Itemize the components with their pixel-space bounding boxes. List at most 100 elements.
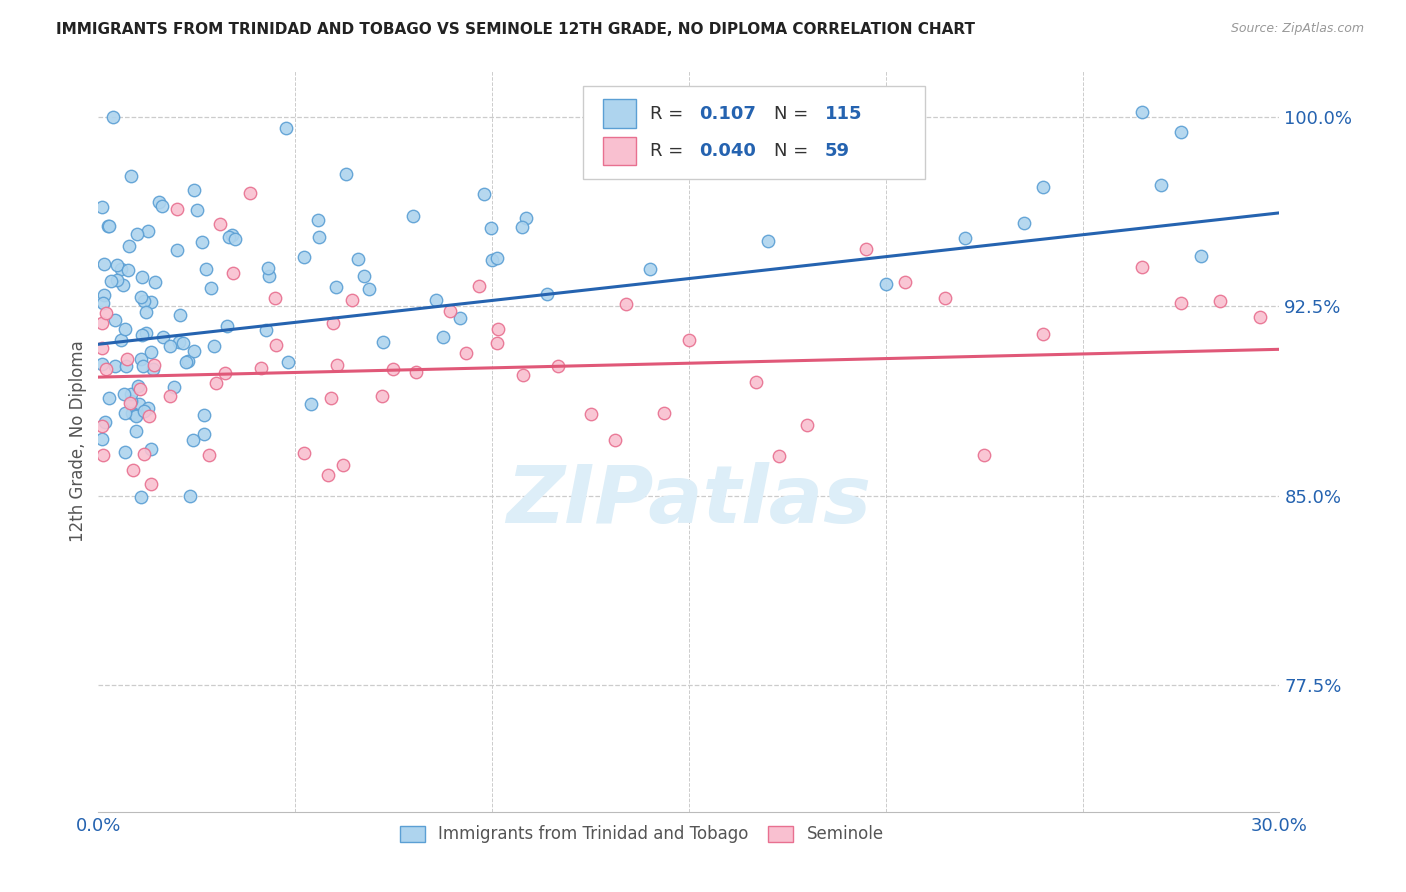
Point	[481, 252, 503, 267]
Point	[214, 366, 236, 380]
Point	[179, 489, 201, 503]
Point	[97, 219, 120, 233]
FancyBboxPatch shape	[603, 136, 636, 165]
Point	[131, 327, 153, 342]
Point	[125, 409, 148, 423]
Point	[94, 415, 117, 429]
Point	[614, 296, 637, 310]
Point	[202, 339, 225, 353]
Point	[325, 280, 347, 294]
Point	[953, 231, 976, 245]
Point	[325, 359, 347, 373]
Point	[159, 339, 181, 353]
Point	[120, 386, 142, 401]
Point	[547, 359, 569, 374]
Point	[756, 234, 779, 248]
Point	[264, 338, 287, 352]
Point	[485, 336, 508, 351]
Point	[129, 490, 152, 504]
Point	[91, 316, 114, 330]
Point	[745, 375, 768, 389]
Point	[472, 186, 495, 201]
Point	[1032, 179, 1054, 194]
Point	[402, 209, 425, 223]
Point	[515, 211, 537, 225]
FancyBboxPatch shape	[582, 87, 925, 178]
Text: 115: 115	[825, 104, 862, 122]
Point	[104, 313, 127, 327]
Point	[166, 202, 188, 217]
FancyBboxPatch shape	[603, 100, 636, 128]
Point	[934, 292, 956, 306]
Point	[579, 408, 602, 422]
Point	[1170, 296, 1192, 310]
Point	[174, 355, 197, 369]
Point	[186, 203, 208, 218]
Point	[536, 286, 558, 301]
Point	[218, 230, 240, 244]
Point	[449, 311, 471, 326]
Point	[512, 368, 534, 383]
Point	[1150, 178, 1173, 192]
Point	[200, 281, 222, 295]
Point	[678, 334, 700, 348]
Point	[855, 243, 877, 257]
Point	[139, 294, 162, 309]
Point	[208, 217, 231, 231]
Point	[163, 380, 186, 394]
Point	[139, 442, 162, 457]
Point	[193, 409, 215, 423]
Point	[91, 341, 114, 355]
Point	[132, 447, 155, 461]
Point	[894, 275, 917, 289]
Point	[139, 344, 162, 359]
Point	[159, 389, 181, 403]
Point	[1130, 104, 1153, 119]
Point	[150, 199, 173, 213]
Point	[91, 419, 114, 434]
Point	[129, 290, 152, 304]
Point	[114, 406, 136, 420]
Point	[110, 262, 132, 277]
Point	[1170, 126, 1192, 140]
Point	[432, 330, 454, 344]
Text: R =: R =	[650, 104, 689, 122]
Point	[136, 224, 159, 238]
Point	[768, 450, 790, 464]
Point	[169, 308, 191, 322]
Point	[257, 268, 280, 283]
Point	[152, 330, 174, 344]
Point	[134, 294, 156, 309]
Point	[129, 351, 152, 366]
Point	[114, 445, 136, 459]
Point	[1130, 260, 1153, 274]
Point	[198, 449, 221, 463]
Legend: Immigrants from Trinidad and Tobago, Seminole: Immigrants from Trinidad and Tobago, Sem…	[391, 817, 893, 852]
Point	[875, 277, 897, 292]
Point	[796, 417, 818, 432]
Point	[91, 200, 114, 214]
Point	[605, 433, 627, 447]
Text: N =: N =	[773, 104, 814, 122]
Point	[91, 432, 114, 446]
Point	[486, 322, 509, 336]
Point	[114, 321, 136, 335]
Text: ZIPatlas: ZIPatlas	[506, 462, 872, 540]
Point	[125, 409, 148, 423]
Point	[91, 357, 114, 371]
Point	[277, 354, 299, 368]
Point	[177, 353, 200, 368]
Point	[353, 268, 375, 283]
Point	[96, 306, 118, 320]
Point	[122, 463, 145, 477]
Point	[308, 230, 330, 244]
Point	[138, 409, 160, 424]
Point	[120, 396, 142, 410]
Point	[257, 260, 280, 275]
Point	[121, 406, 143, 420]
Point	[973, 448, 995, 462]
Point	[249, 360, 271, 375]
Point	[221, 227, 243, 242]
Point	[135, 326, 157, 340]
Point	[125, 424, 148, 438]
